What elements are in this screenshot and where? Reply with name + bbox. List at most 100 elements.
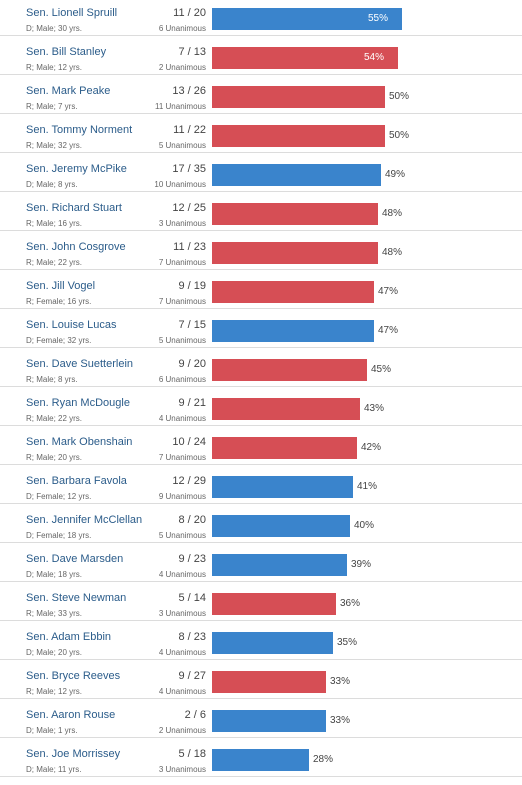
senator-name[interactable]: Sen. Lionell Spruill xyxy=(26,7,118,19)
bar-r xyxy=(212,398,360,420)
unanimous-count: 7 Unanimous xyxy=(158,297,206,306)
table-row: Sen. Aaron Rouse D; Male; 1 yrs. 2 / 6 2 Un… xyxy=(0,699,522,738)
unanimous-count: 10 Unanimous xyxy=(154,180,206,189)
vote-ratio: 5 / 14 xyxy=(178,592,206,604)
senator-name[interactable]: Sen. Jennifer McClellan xyxy=(26,514,143,526)
unanimous-count: 7 Unanimous xyxy=(158,453,206,462)
unanimous-count: 5 Unanimous xyxy=(158,141,206,150)
table-row: Sen. Jeremy McPike D; Male; 8 yrs. 17 / 35… xyxy=(0,153,522,192)
vote-ratio: 11 / 20 xyxy=(173,7,206,19)
vote-ratio: 11 / 22 xyxy=(173,124,206,136)
percent-label: 50% xyxy=(389,130,410,141)
percent-label: 49% xyxy=(385,169,406,180)
senator-meta: R; Male; 8 yrs. xyxy=(26,375,78,384)
bar-d xyxy=(212,476,353,498)
vote-ratio: 11 / 23 xyxy=(173,241,206,253)
vote-ratio: 17 / 35 xyxy=(172,163,206,175)
senator-meta: D; Male; 8 yrs. xyxy=(26,180,78,189)
percent-label: 43% xyxy=(364,403,385,414)
senator-meta: R; Male; 12 yrs. xyxy=(26,63,83,72)
unanimous-count: 6 Unanimous xyxy=(158,24,206,33)
senator-name[interactable]: Sen. Ryan McDougle xyxy=(26,397,130,409)
table-row: Sen. Adam Ebbin D; Male; 20 yrs. 8 / 23 4 U… xyxy=(0,621,522,660)
senator-name[interactable]: Sen. John Cosgrove xyxy=(26,241,126,253)
table-row: Sen. Joe Morrissey D; Male; 11 yrs. 5 / 18… xyxy=(0,738,522,777)
bar-r xyxy=(212,203,378,225)
vote-ratio: 9 / 19 xyxy=(178,280,206,292)
senator-meta: D; Female; 18 yrs. xyxy=(26,531,92,540)
senator-meta: D; Female; 12 yrs. xyxy=(26,492,92,501)
senator-meta: R; Male; 22 yrs. xyxy=(26,258,83,267)
senator-name[interactable]: Sen. Bryce Reeves xyxy=(26,670,121,682)
senator-name[interactable]: Sen. Dave Marsden xyxy=(26,553,124,565)
table-row: Sen. Bill Stanley R; Male; 12 yrs. 7 / 13 2… xyxy=(0,36,522,75)
percent-label: 39% xyxy=(351,559,372,570)
senator-name[interactable]: Sen. Adam Ebbin xyxy=(26,631,112,643)
vote-ratio: 8 / 20 xyxy=(178,514,206,526)
senator-meta: R; Male; 7 yrs. xyxy=(26,102,78,111)
table-row: Sen. Tommy Norment R; Male; 32 yrs. 11 / 2… xyxy=(0,114,522,153)
senator-name[interactable]: Sen. Mark Peake xyxy=(26,85,111,97)
percent-label: 47% xyxy=(378,286,399,297)
percent-label: 33% xyxy=(330,676,351,687)
bar-r xyxy=(212,671,326,693)
senator-name[interactable]: Sen. Aaron Rouse xyxy=(26,709,116,721)
percent-label: 28% xyxy=(313,754,334,765)
percent-label: 45% xyxy=(371,364,392,375)
senator-name[interactable]: Sen. Steve Newman xyxy=(26,592,127,604)
senator-name[interactable]: Sen. Jill Vogel xyxy=(26,280,96,292)
bar-d xyxy=(212,710,326,732)
unanimous-count: 4 Unanimous xyxy=(158,648,206,657)
unanimous-count: 5 Unanimous xyxy=(158,531,206,540)
table-row: Sen. John Cosgrove R; Male; 22 yrs. 11 / 2… xyxy=(0,231,522,270)
senator-meta: R; Male; 20 yrs. xyxy=(26,453,83,462)
percent-label: 54% xyxy=(364,52,385,63)
vote-ratio: 12 / 29 xyxy=(172,475,206,487)
senator-meta: D; Male; 1 yrs. xyxy=(26,726,78,735)
senator-meta: D; Female; 32 yrs. xyxy=(26,336,92,345)
bar-r xyxy=(212,359,367,381)
senator-name[interactable]: Sen. Jeremy McPike xyxy=(26,163,127,175)
senator-name[interactable]: Sen. Richard Stuart xyxy=(26,202,122,214)
senator-name[interactable]: Sen. Barbara Favola xyxy=(26,475,127,487)
senator-name[interactable]: Sen. Bill Stanley xyxy=(26,46,107,58)
percent-label: 35% xyxy=(337,637,358,648)
bar-d xyxy=(212,632,333,654)
vote-ratio: 8 / 23 xyxy=(178,631,206,643)
unanimous-count: 11 Unanimous xyxy=(155,102,206,111)
vote-ratio: 13 / 26 xyxy=(172,85,206,97)
unanimous-count: 3 Unanimous xyxy=(158,609,206,618)
bar-d xyxy=(212,554,347,576)
senator-name[interactable]: Sen. Mark Obenshain xyxy=(26,436,133,448)
table-row: Sen. Jill Vogel R; Female; 16 yrs. 9 / 19 7… xyxy=(0,270,522,309)
percent-label: 50% xyxy=(389,91,410,102)
table-row: Sen. Richard Stuart R; Male; 16 yrs. 12 / … xyxy=(0,192,522,231)
vote-ratio: 9 / 20 xyxy=(178,358,206,370)
unanimous-count: 3 Unanimous xyxy=(158,219,206,228)
senator-name[interactable]: Sen. Joe Morrissey xyxy=(26,748,121,760)
table-row: Sen. Dave Suetterlein R; Male; 8 yrs. 9 / … xyxy=(0,348,522,387)
table-row: Sen. Mark Obenshain R; Male; 20 yrs. 10 / … xyxy=(0,426,522,465)
senator-name[interactable]: Sen. Louise Lucas xyxy=(26,319,117,331)
unanimous-count: 6 Unanimous xyxy=(158,375,206,384)
percent-label: 41% xyxy=(357,481,378,492)
table-row: Sen. Ryan McDougle R; Male; 22 yrs. 9 / 21… xyxy=(0,387,522,426)
senator-name[interactable]: Sen. Dave Suetterlein xyxy=(26,358,134,370)
bar-d xyxy=(212,515,350,537)
table-row: Sen. Lionell Spruill D; Male; 30 yrs. 11 /… xyxy=(0,0,522,36)
percent-label: 36% xyxy=(340,598,361,609)
vote-ratio: 7 / 15 xyxy=(178,319,206,331)
vote-ratio: 9 / 23 xyxy=(178,553,206,565)
percent-label: 42% xyxy=(361,442,382,453)
bar-r xyxy=(212,86,385,108)
senator-name[interactable]: Sen. Tommy Norment xyxy=(26,124,133,136)
unanimous-count: 7 Unanimous xyxy=(158,258,206,267)
senator-meta: D; Male; 18 yrs. xyxy=(26,570,83,579)
bar-d xyxy=(212,8,402,30)
unanimous-count: 2 Unanimous xyxy=(158,63,206,72)
bar-r xyxy=(212,437,357,459)
percent-label: 47% xyxy=(378,325,399,336)
percent-label: 48% xyxy=(382,208,403,219)
table-row: Sen. Barbara Favola D; Female; 12 yrs. 12 … xyxy=(0,465,522,504)
senator-meta: D; Male; 30 yrs. xyxy=(26,24,83,33)
